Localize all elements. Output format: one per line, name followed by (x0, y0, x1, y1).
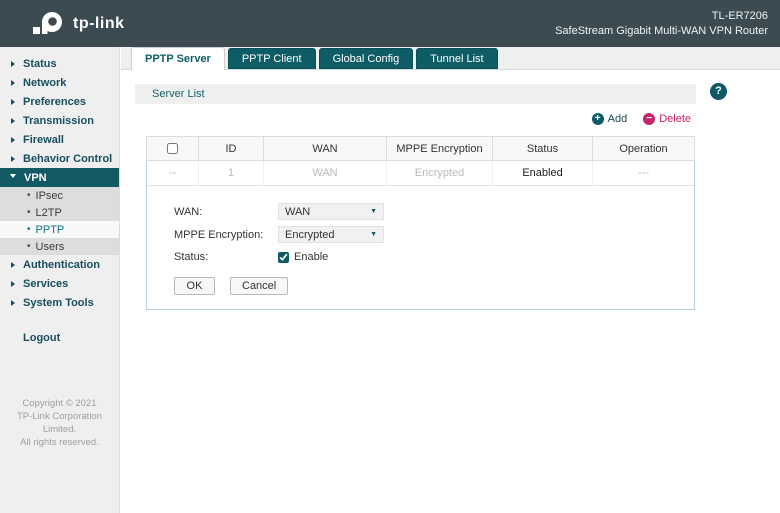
table-header-row: ID WAN MPPE Encryption Status Operation (146, 136, 695, 161)
sidebar-item-firewall[interactable]: Firewall (0, 130, 119, 149)
column-header-operation: Operation (619, 142, 668, 155)
sidebar-subitem-pptp[interactable]: • PPTP (0, 221, 119, 238)
tab-pptp-client[interactable]: PPTP Client (227, 48, 316, 69)
device-subtitle: SafeStream Gigabit Multi-WAN VPN Router (555, 24, 768, 37)
sidebar-item-status[interactable]: Status (0, 54, 119, 73)
sidebar-item-system-tools[interactable]: System Tools (0, 293, 119, 312)
sidebar-item-network[interactable]: Network (0, 73, 119, 92)
row-edit-panel: -- 1 WAN Encrypted Enabled --- WAN: WAN … (146, 161, 695, 310)
device-model: TL-ER7206 (711, 9, 768, 22)
enable-checkbox[interactable] (278, 251, 289, 263)
minus-circle-icon: − (643, 113, 656, 125)
logout-button[interactable]: Logout (23, 331, 61, 344)
bullet-icon: • (27, 241, 31, 252)
chevron-right-icon (11, 280, 15, 287)
sidebar-item-behavior-control[interactable]: Behavior Control (0, 149, 119, 168)
sidebar-item-preferences[interactable]: Preferences (0, 92, 119, 111)
wan-select[interactable]: WAN ▼ (278, 203, 384, 220)
cancel-button[interactable]: Cancel (230, 277, 289, 295)
chevron-right-icon (11, 98, 15, 105)
section-title: Server List (152, 88, 205, 100)
bullet-icon: • (27, 224, 31, 235)
chevron-right-icon (11, 299, 15, 306)
add-button[interactable]: + Add (591, 113, 627, 125)
row-id-cell: 1 (199, 161, 264, 185)
column-header-id: ID (199, 137, 264, 160)
chevron-down-icon: ▼ (370, 208, 377, 215)
sidebar-item-services[interactable]: Services (0, 274, 119, 293)
app-header: tp-link TL-ER7206 SafeStream Gigabit Mul… (0, 0, 780, 47)
chevron-down-icon (10, 174, 16, 181)
tab-tunnel-list[interactable]: Tunnel List (416, 48, 498, 69)
chevron-right-icon (11, 155, 15, 162)
ok-button[interactable]: OK (174, 277, 215, 295)
logo-wordmark: tp-link (73, 14, 125, 32)
tp-link-logo-icon (33, 11, 62, 34)
sidebar-item-transmission[interactable]: Transmission (0, 111, 119, 130)
status-field-label: Status: (174, 251, 209, 263)
server-list-table: ID WAN MPPE Encryption Status Operation … (146, 136, 695, 310)
main-content: PPTP Server PPTP Client Global Config Tu… (121, 47, 780, 513)
tab-pptp-server[interactable]: PPTP Server (131, 47, 225, 70)
plus-circle-icon: + (591, 113, 604, 125)
device-info: TL-ER7206 SafeStream Gigabit Multi-WAN V… (555, 9, 768, 39)
sidebar-item-authentication[interactable]: Authentication (0, 255, 119, 274)
chevron-right-icon (11, 79, 15, 86)
bullet-icon: • (27, 190, 31, 201)
enable-checkbox-label: Enable (294, 251, 329, 263)
row-wan-cell: WAN (264, 161, 387, 185)
select-all-checkbox[interactable] (167, 143, 178, 154)
edit-form: WAN: WAN ▼ MPPE Encryption: Encrypted ▼ (147, 186, 694, 309)
copyright-notice: Copyright © 2021 TP-Link Corporation Lim… (16, 398, 102, 448)
wan-field-label: WAN: (174, 205, 203, 218)
sidebar: Status Network Preferences Transmission … (0, 47, 120, 513)
help-icon[interactable]: ? (710, 83, 727, 100)
delete-button[interactable]: − Delete (643, 113, 691, 125)
sidebar-item-vpn[interactable]: VPN (0, 168, 119, 187)
section-header: Server List (135, 84, 696, 104)
bullet-icon: • (27, 207, 31, 218)
column-header-wan: WAN (264, 137, 387, 160)
row-select-cell: -- (147, 161, 199, 185)
list-toolbar: + Add − Delete (135, 111, 691, 127)
chevron-right-icon (11, 261, 15, 268)
column-header-status: Status (493, 137, 593, 160)
table-row: -- 1 WAN Encrypted Enabled --- (147, 161, 694, 186)
sidebar-subitem-ipsec[interactable]: • IPsec (0, 187, 119, 204)
column-header-mppe: MPPE Encryption (387, 137, 493, 160)
chevron-down-icon: ▼ (370, 231, 377, 238)
row-mppe-cell: Encrypted (387, 161, 493, 185)
chevron-right-icon (11, 60, 15, 67)
row-status-cell: Enabled (493, 161, 593, 185)
tab-global-config[interactable]: Global Config (318, 48, 414, 69)
sidebar-subitem-l2tp[interactable]: • L2TP (0, 204, 119, 221)
select-all-cell (147, 137, 199, 160)
mppe-encryption-select[interactable]: Encrypted ▼ (278, 226, 384, 243)
row-operation-cell: --- (638, 167, 649, 179)
tab-bar: PPTP Server PPTP Client Global Config Tu… (121, 47, 780, 70)
sidebar-subitem-users[interactable]: • Users (0, 238, 119, 255)
mppe-field-label: MPPE Encryption: (174, 228, 264, 241)
chevron-right-icon (11, 136, 15, 143)
chevron-right-icon (11, 117, 15, 124)
tp-link-logo: tp-link (30, 10, 125, 38)
